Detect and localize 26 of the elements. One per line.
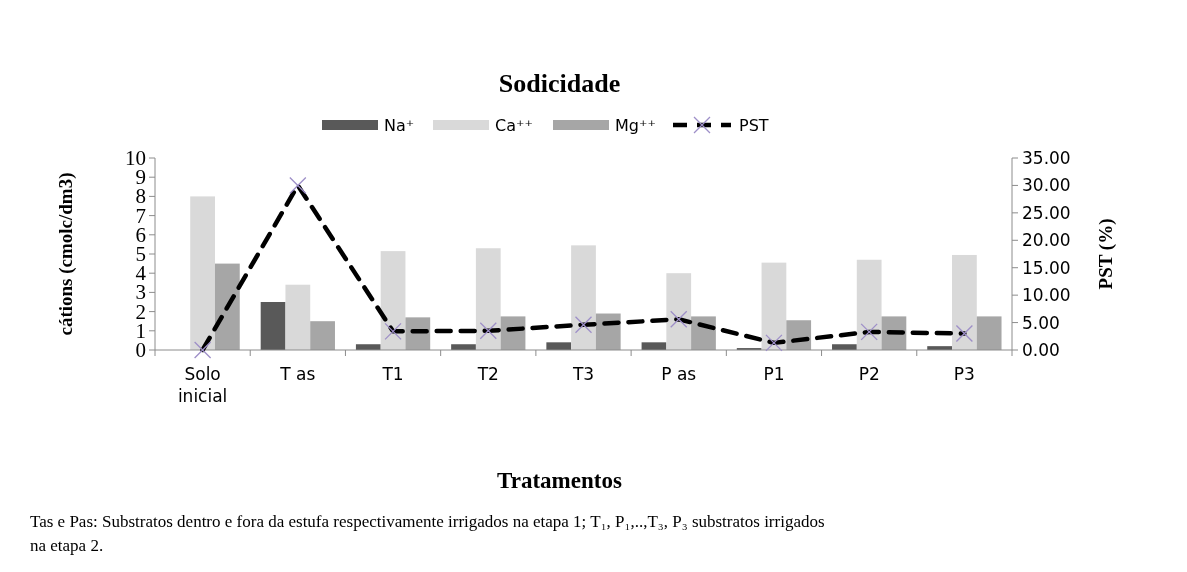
y2-tick-label: 0.00 <box>1022 340 1060 360</box>
y2-tick-label: 15.00 <box>1022 257 1071 278</box>
x-tick-label: P as <box>661 364 697 384</box>
y2-tick-label: 5.00 <box>1022 312 1060 333</box>
x-axis-title: Tratamentos <box>497 468 622 493</box>
x-tick-label: T2 <box>476 364 499 384</box>
x-tick-label: T as <box>279 364 316 384</box>
y2-tick-label: 20.00 <box>1022 230 1071 251</box>
legend-label: PST <box>739 116 769 135</box>
legend-label: Na⁺ <box>384 116 415 135</box>
y2-axis-title: PST (%) <box>1095 218 1117 290</box>
x-tick-label: P3 <box>953 364 975 384</box>
x-tick-label: T1 <box>381 364 404 384</box>
x-tick-label: P1 <box>763 364 785 384</box>
y-axis-title: cátions (cmolc/dm3) <box>55 172 77 336</box>
y2-tick-label: 10.00 <box>1022 285 1071 306</box>
legend-label: Ca⁺⁺ <box>495 116 533 135</box>
chart-title: Sodicidade <box>498 69 621 98</box>
x-tick-label: T3 <box>571 364 595 384</box>
x-tick-label: P2 <box>858 364 880 384</box>
legend-label: Mg⁺⁺ <box>615 116 656 135</box>
x-tick-label: Solo inicial <box>177 364 228 406</box>
y2-tick-label: 35.00 <box>1022 148 1071 168</box>
text: Tas e Pas: Substratos dentro e fora da estufa respectivamente irrigados na etapa 1; T₁, P₁,..,T₃, P₃ substratos irrigados na etapa 2. <box>30 512 825 555</box>
y2-tick-label: 30.00 <box>1022 175 1071 196</box>
y2-tick-label: 25.00 <box>1022 202 1071 223</box>
